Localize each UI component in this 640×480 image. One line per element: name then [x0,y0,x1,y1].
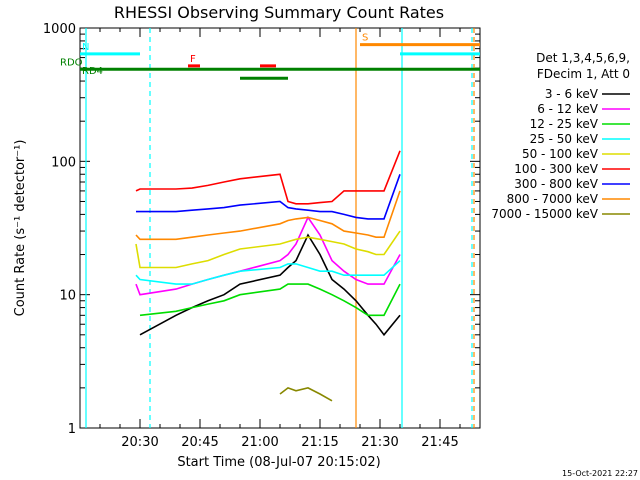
y-tick-label: 100 [51,155,76,170]
y-tick-label: 1000 [43,22,76,37]
y-tick-label: 10 [59,289,76,304]
legend-label-4: 50 - 100 keV [522,147,599,161]
x-axis: 20:30 20:45 21:00 21:15 21:30 21:45 [79,28,481,450]
legend-label-8: 7000 - 15000 keV [491,207,598,221]
x-tick-label: 21:45 [421,435,458,450]
y-axis: 1 10 100 1000 [43,22,480,437]
legend-label-7: 800 - 7000 keV [507,192,599,206]
flag-label-s: S [362,33,368,44]
flag-label-n: N [82,42,89,53]
y-axis-label: Count Rate (s⁻¹ detector⁻¹) [13,140,28,317]
x-tick-label: 21:15 [301,435,338,450]
x-tick-label: 20:30 [121,435,158,450]
flag-label-rd4: RD4 [82,66,103,77]
x-axis-label: Start Time (08-Jul-07 20:15:02) [177,455,380,470]
attenuator-vertical-lines [85,28,475,428]
legend-label-1: 6 - 12 keV [537,102,599,116]
legend-header-fdecim: FDecim 1, Att 0 [537,67,630,81]
legend-label-0: 3 - 6 keV [545,87,599,101]
series-line-0 [139,233,401,337]
series-line-4 [135,230,401,269]
x-tick-label: 20:45 [181,435,218,450]
series-line-5 [135,150,401,205]
legend-header-det: Det 1,3,4,5,6,9, [536,51,630,65]
legend-label-5: 100 - 300 keV [514,162,598,176]
legend-label-6: 300 - 800 keV [514,177,598,191]
series-lines [135,150,401,402]
chart-title: RHESSI Observing Summary Count Rates [114,3,444,22]
series-line-7 [135,190,401,241]
flag-label-rdo: RDO [60,57,83,68]
flag-label-f: F [190,54,196,65]
legend-label-3: 25 - 50 keV [530,132,599,146]
x-tick-label: 21:30 [361,435,398,450]
series-line-2 [139,283,401,317]
footer-timestamp: 15-Oct-2021 22:27 [562,469,638,478]
y-tick-label: 1 [68,422,76,437]
series-line-8 [279,386,333,402]
legend: Det 1,3,4,5,6,9, FDecim 1, Att 0 3 - 6 k… [491,51,630,221]
legend-label-2: 12 - 25 keV [530,117,599,131]
x-tick-label: 21:00 [241,435,278,450]
series-line-6 [136,174,401,220]
series-line-3 [135,260,401,285]
